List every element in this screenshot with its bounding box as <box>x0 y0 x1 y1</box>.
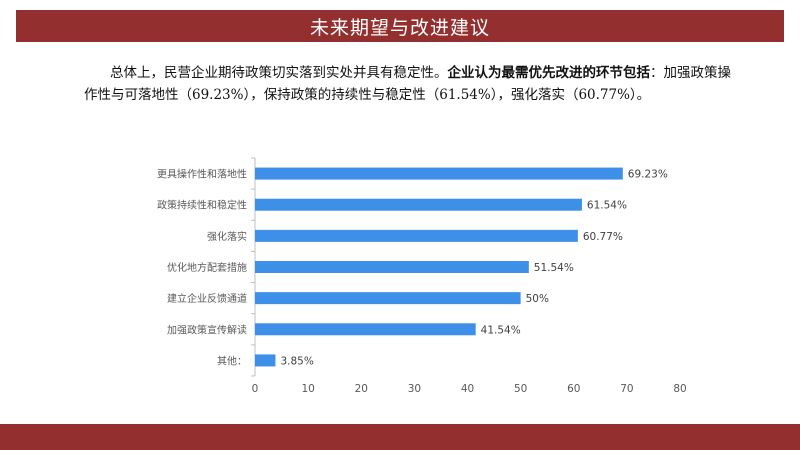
category-label: 建立企业反馈通道 <box>167 292 247 305</box>
x-tick-label: 0 <box>252 383 259 395</box>
x-tick-label: 80 <box>673 383 686 395</box>
x-tick-label: 40 <box>461 383 474 395</box>
category-label: 优化地方配套措施 <box>167 261 247 274</box>
x-tick-label: 20 <box>355 383 368 395</box>
data-label: 41.54% <box>481 324 521 336</box>
bar <box>255 198 582 211</box>
page-title: 未来期望与改进建议 <box>309 16 490 39</box>
category-label: 政策持续性和稳定性 <box>157 199 247 212</box>
x-tick-label: 60 <box>567 383 580 395</box>
title-banner: 未来期望与改进建议 <box>16 10 784 42</box>
footer-bar <box>0 424 800 450</box>
category-label: 强化落实 <box>207 230 247 243</box>
data-label: 50% <box>526 293 549 305</box>
data-label: 69.23% <box>628 169 668 181</box>
summary-paragraph: 总体上，民营企业期待政策切实落到实处并具有稳定性。企业认为最需优先改进的环节包括… <box>84 62 744 106</box>
category-label: 更具操作性和落地性 <box>157 168 247 181</box>
x-tick-label: 70 <box>620 383 633 395</box>
x-tick-label: 30 <box>408 383 421 395</box>
summary-text-2: ：加强政策操作性与可落地性（69.23%），保持政策的持续性与稳定性（61.54… <box>84 65 731 103</box>
summary-text-bold: 企业认为最需优先改进的环节包括 <box>447 65 651 81</box>
summary-text-1: 总体上，民营企业期待政策切实落到实处并具有稳定性。 <box>110 65 448 81</box>
bar <box>255 292 521 305</box>
bar <box>255 167 623 180</box>
bar <box>255 354 276 367</box>
category-label: 加强政策宣传解读 <box>167 323 247 336</box>
category-label: 其他： <box>217 354 247 367</box>
bar <box>255 229 578 242</box>
x-tick-label: 10 <box>301 383 314 395</box>
data-label: 51.54% <box>534 262 574 274</box>
data-label: 61.54% <box>587 200 627 212</box>
bar <box>255 323 476 336</box>
bar <box>255 261 529 273</box>
x-tick-label: 50 <box>514 383 527 395</box>
data-label: 60.77% <box>583 231 623 243</box>
data-label: 3.85% <box>280 355 313 367</box>
